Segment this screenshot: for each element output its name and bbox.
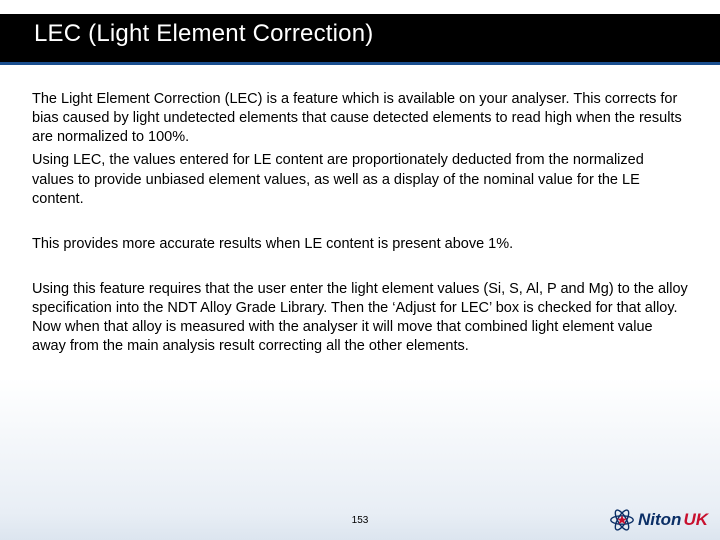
paragraph-2: Using LEC, the values entered for LE con… — [32, 151, 688, 208]
paragraph-gap — [32, 258, 688, 280]
paragraph-4: Using this feature requires that the use… — [32, 280, 688, 357]
body-text: The Light Element Correction (LEC) is a … — [32, 90, 688, 360]
logo-suffix-text: UK — [683, 510, 708, 530]
paragraph-1: The Light Element Correction (LEC) is a … — [32, 90, 688, 147]
paragraph-gap — [32, 213, 688, 235]
slide-title: LEC (Light Element Correction) — [34, 20, 373, 48]
logo-brand-text: Niton — [638, 510, 681, 530]
slide: LEC (Light Element Correction) The Light… — [0, 0, 720, 540]
brand-logo: NitonUK — [608, 506, 708, 534]
header-underline — [0, 62, 720, 65]
atom-icon — [608, 506, 636, 534]
paragraph-3: This provides more accurate results when… — [32, 235, 688, 254]
